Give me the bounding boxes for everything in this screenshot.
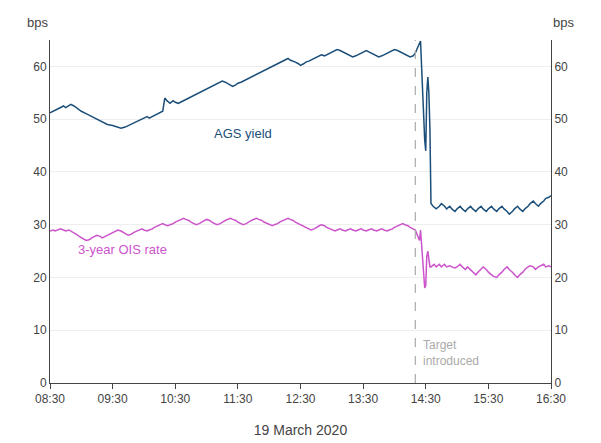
svg-text:19 March 2020: 19 March 2020 bbox=[254, 422, 348, 438]
svg-text:10:30: 10:30 bbox=[160, 392, 190, 406]
svg-text:Targetintroduced: Targetintroduced bbox=[423, 338, 479, 368]
svg-text:12:30: 12:30 bbox=[285, 392, 315, 406]
svg-text:40: 40 bbox=[554, 165, 568, 179]
svg-text:20: 20 bbox=[33, 271, 47, 285]
svg-text:AGS yield: AGS yield bbox=[214, 126, 272, 141]
svg-text:bps: bps bbox=[27, 15, 48, 30]
svg-text:20: 20 bbox=[554, 271, 568, 285]
svg-text:13:30: 13:30 bbox=[348, 392, 378, 406]
svg-text:60: 60 bbox=[554, 60, 568, 74]
svg-text:10: 10 bbox=[33, 323, 47, 337]
svg-text:15:30: 15:30 bbox=[473, 392, 503, 406]
svg-text:0: 0 bbox=[40, 376, 47, 390]
svg-text:50: 50 bbox=[33, 112, 47, 126]
svg-text:40: 40 bbox=[33, 165, 47, 179]
svg-text:30: 30 bbox=[554, 218, 568, 232]
svg-text:10: 10 bbox=[554, 323, 568, 337]
svg-text:60: 60 bbox=[33, 60, 47, 74]
svg-text:0: 0 bbox=[554, 376, 561, 390]
svg-text:50: 50 bbox=[554, 112, 568, 126]
svg-text:14:30: 14:30 bbox=[411, 392, 441, 406]
svg-text:09:30: 09:30 bbox=[98, 392, 128, 406]
svg-text:bps: bps bbox=[553, 15, 574, 30]
svg-text:30: 30 bbox=[33, 218, 47, 232]
svg-text:16:30: 16:30 bbox=[536, 392, 566, 406]
svg-text:3-year OIS rate: 3-year OIS rate bbox=[78, 242, 167, 257]
svg-text:11:30: 11:30 bbox=[223, 392, 252, 406]
svg-text:08:30: 08:30 bbox=[35, 392, 65, 406]
